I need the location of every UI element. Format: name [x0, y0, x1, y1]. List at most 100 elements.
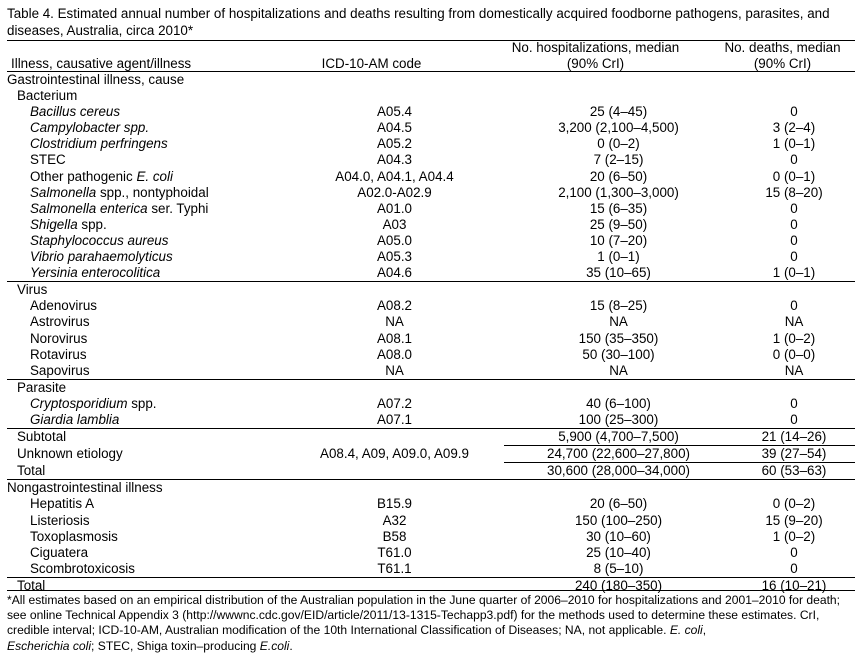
icd-cell: [285, 379, 504, 396]
row-label: Scombrotoxicosis: [7, 560, 285, 578]
icd-cell: A04.6: [285, 265, 504, 283]
row-label: Other pathogenic E. coli: [7, 169, 285, 185]
icd-cell: A05.0: [377, 232, 412, 248]
icd-cell: A08.2: [377, 298, 412, 314]
row-label: Ciguatera: [30, 544, 89, 560]
row-label: Bacterium: [17, 88, 78, 104]
footnote-text: ; STEC, Shiga toxin–producing: [91, 638, 260, 653]
table-row: Sapovirus NA NA NA: [7, 362, 855, 380]
row-label-text: ser. Typhi: [147, 200, 209, 216]
section-row: Gastrointestinal illness, cause: [7, 72, 855, 88]
header-bottom-rule: [7, 71, 855, 72]
total-row: Total 30,600 (28,000–34,000) 60 (53–63): [7, 462, 855, 481]
deaths-cell: 3 (2–4): [772, 120, 816, 136]
icd-cell: NA: [385, 314, 404, 330]
table-row: Shigella spp. A03 25 (9–50) 0: [7, 217, 855, 233]
row-label: Hepatitis A: [30, 496, 95, 512]
deaths-cell: 15 (8–20): [765, 184, 823, 200]
hospitalizations-cell: 5,900 (4,700–7,500): [504, 428, 733, 447]
table-row: Unknown etiology A08.4, A09, A09.0, A09.…: [7, 445, 855, 464]
row-label-italic: Salmonella enterica: [30, 200, 148, 216]
icd-cell: A32: [382, 512, 407, 528]
row-label: Norovirus: [30, 330, 88, 346]
table-row: Salmonella spp., nontyphoidal A02.0-A02.…: [7, 185, 855, 201]
hospitalizations-cell: 50 (30–100): [582, 346, 655, 362]
table-row: Cryptosporidium spp. A07.2 40 (6–100) 0: [7, 396, 855, 412]
hospitalizations-cell: 0 (0–2): [597, 136, 640, 152]
table-row: Norovirus A08.1 150 (35–350) 1 (0–2): [7, 331, 855, 347]
data-table: Gastrointestinal illness, cause Bacteriu…: [7, 72, 855, 594]
footnote-text: ,: [702, 623, 707, 638]
hospitalizations-cell: 7 (2–15): [593, 152, 644, 168]
icd-cell: B58: [382, 528, 407, 544]
section-row: Nongastrointestinal illness: [7, 480, 855, 497]
deaths-cell: NA: [733, 362, 855, 380]
icd-cell: A05.2: [377, 136, 412, 152]
footnote-text: .: [289, 638, 293, 653]
icd-cell: A08.4, A09, A09.0, A09.9: [320, 446, 469, 462]
hospitalizations-cell: 25 (4–45): [589, 104, 648, 120]
hospitalizations-cell: NA: [504, 362, 733, 380]
row-label: Cryptosporidium spp.: [7, 396, 285, 412]
icd-cell: A07.2: [377, 395, 412, 411]
deaths-cell: [733, 379, 855, 396]
deaths-cell: 16 (10–21): [761, 577, 827, 593]
hospitalizations-cell: [504, 88, 733, 104]
hospitalizations-cell: 2,100 (1,300–3,000): [558, 184, 679, 200]
row-label: Nongastrointestinal illness: [7, 480, 163, 496]
hospitalizations-cell: [504, 379, 733, 396]
row-label: Giardia lamblia: [7, 411, 285, 430]
table-row: Adenovirus A08.2 15 (8–25) 0: [7, 298, 855, 314]
column-header-deaths-line2: (90% CrI): [753, 56, 812, 71]
icd-cell: A02.0-A02.9: [357, 184, 432, 200]
row-label: Bacillus cereus: [30, 104, 121, 120]
row-label: Astrovirus: [30, 314, 90, 330]
hospitalizations-cell: 15 (6–35): [589, 200, 648, 216]
icd-cell: T61.0: [377, 544, 412, 560]
column-header-illness: Illness, causative agent/illness: [11, 56, 192, 71]
hospitalizations-cell: 24,700 (22,600–27,800): [504, 445, 733, 464]
table-footnote: *All estimates based on an empirical dis…: [7, 593, 855, 654]
table-row: Astrovirus NA NA NA: [7, 314, 855, 330]
column-header-hospitalizations-line2: (90% CrI): [566, 56, 625, 71]
hospitalizations-cell: 20 (6–50): [589, 168, 648, 184]
subsection-row: Bacterium: [7, 88, 855, 104]
deaths-cell: [733, 282, 855, 299]
deaths-cell: 21 (14–26): [733, 428, 855, 447]
column-header-hospitalizations-line1: No. hospitalizations, median: [511, 40, 680, 55]
row-label: Yersinia enterocolitica: [7, 265, 285, 283]
icd-cell: [285, 72, 504, 88]
hospitalizations-cell: [504, 72, 733, 88]
row-label: Sapovirus: [7, 362, 285, 380]
table-caption: Table 4. Estimated annual number of hosp…: [7, 6, 830, 38]
table-row: Bacillus cereus A05.4 25 (4–45) 0: [7, 104, 855, 120]
row-label: Campylobacter spp.: [30, 120, 150, 136]
deaths-cell: 39 (27–54): [733, 445, 855, 464]
row-label: Adenovirus: [30, 298, 97, 314]
hospitalizations-cell: 1 (0–1): [597, 249, 640, 265]
deaths-cell: 0: [790, 216, 798, 232]
table-row: Clostridium perfringens A05.2 0 (0–2) 1 …: [7, 136, 855, 152]
table-row: Giardia lamblia A07.1 100 (25–300) 0: [7, 411, 855, 430]
row-label: Salmonella spp., nontyphoidal: [7, 185, 285, 201]
hospitalizations-cell: 15 (8–25): [589, 298, 648, 314]
hospitalizations-cell: 3,200 (2,100–4,500): [558, 120, 679, 136]
column-header-hospitalizations: No. hospitalizations, median (90% CrI): [481, 40, 710, 72]
hospitalizations-cell: 8 (5–10): [504, 560, 733, 578]
hospitalizations-cell: 100 (25–300): [504, 411, 733, 430]
deaths-cell: 0: [790, 104, 798, 120]
subsection-row: Parasite: [7, 379, 855, 396]
hospitalizations-cell: [504, 282, 733, 299]
hospitalizations-cell: 150 (35–350): [578, 330, 659, 346]
deaths-cell: 0: [790, 249, 798, 265]
deaths-cell: NA: [784, 314, 804, 330]
hospitalizations-cell: 10 (7–20): [589, 232, 648, 248]
hospitalizations-cell: 30 (10–60): [586, 528, 651, 544]
row-label: Parasite: [17, 379, 67, 395]
deaths-cell: 0 (0–0): [772, 346, 816, 362]
footnote-text: *All estimates based on an empirical dis…: [7, 593, 841, 638]
column-header-icd: ICD-10-AM code: [321, 56, 422, 71]
total-row: Total 240 (180–350) 16 (10–21): [7, 577, 855, 594]
icd-cell: A01.0: [377, 200, 412, 216]
